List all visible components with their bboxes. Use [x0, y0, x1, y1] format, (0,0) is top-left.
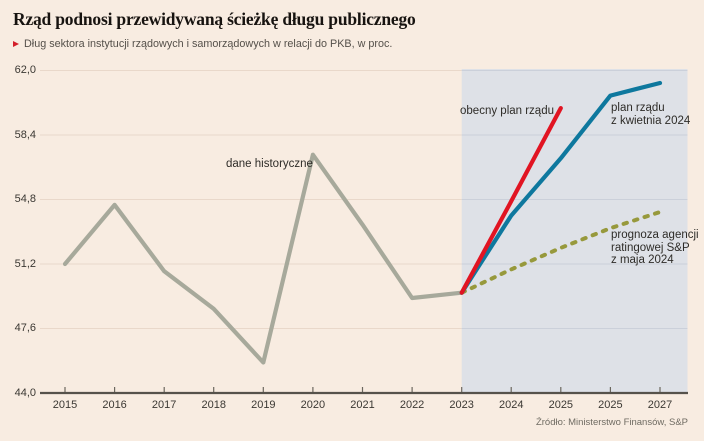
series-label-text: dane historyczne	[226, 158, 313, 170]
subtitle-bullet-triangle-icon	[13, 41, 19, 47]
x-axis-label: 2015	[52, 399, 78, 411]
x-axis-label: 2024	[498, 399, 524, 411]
page-title: Rząd podnosi przewidywaną ścieżkę długu …	[13, 9, 416, 29]
x-axis-label: 2020	[300, 399, 326, 411]
y-axis-label: 58,4	[14, 128, 36, 141]
x-axis-label: 2018	[201, 399, 226, 411]
series-label-text-line: z kwietnia 2024	[611, 114, 691, 127]
x-axis-label: 2019	[251, 399, 276, 411]
y-axis-label: 62,0	[14, 64, 36, 76]
y-axis-label: 47,6	[14, 322, 36, 334]
series-label-text-line: plan rządu	[611, 102, 665, 114]
series-line-sp-forecast	[459, 210, 662, 295]
series-label-text-line: ratingowej S&P	[611, 241, 690, 254]
chart-subtitle: Dług sektora instytucji rządowych i samo…	[13, 38, 392, 50]
series-label-text-line: prognoza agencji	[611, 229, 699, 241]
subtitle-text: Dług sektora instytucji rządowych i samo…	[24, 38, 393, 50]
y-axis-label: 51,2	[14, 257, 36, 270]
x-axis-label: 2025	[548, 399, 574, 411]
series-line-historical	[62, 152, 464, 365]
series-label-april-plan: plan rządu z kwietnia 2024	[611, 102, 690, 127]
x-axis-label: 2025	[598, 399, 623, 411]
series-label-text-line: z maja 2024	[611, 254, 674, 266]
source-note: Źródło: Ministerstwo Finansów, S&P	[535, 417, 688, 428]
series-label-text: obecny plan rządu	[460, 105, 554, 117]
series-label-current-plan: obecny plan rządu	[460, 105, 554, 118]
x-axis-label: 2016	[102, 399, 127, 411]
y-axis-label: 54,8	[14, 193, 36, 205]
x-axis-label: 2023	[449, 399, 474, 411]
x-axis-label: 2021	[350, 399, 375, 411]
series-label-sp-forecast: prognoza agencji ratingowej S&P z maja 2…	[611, 229, 699, 267]
x-axis-label: 2017	[151, 399, 177, 411]
series-label-historical: dane historyczne	[226, 158, 313, 171]
series-line-current-plan	[459, 105, 563, 295]
y-axis-label: 44,0	[14, 386, 36, 399]
series-line-april-2024-plan	[459, 80, 663, 295]
x-axis-label: 2027	[647, 399, 673, 411]
x-axis-label: 2022	[399, 399, 425, 411]
